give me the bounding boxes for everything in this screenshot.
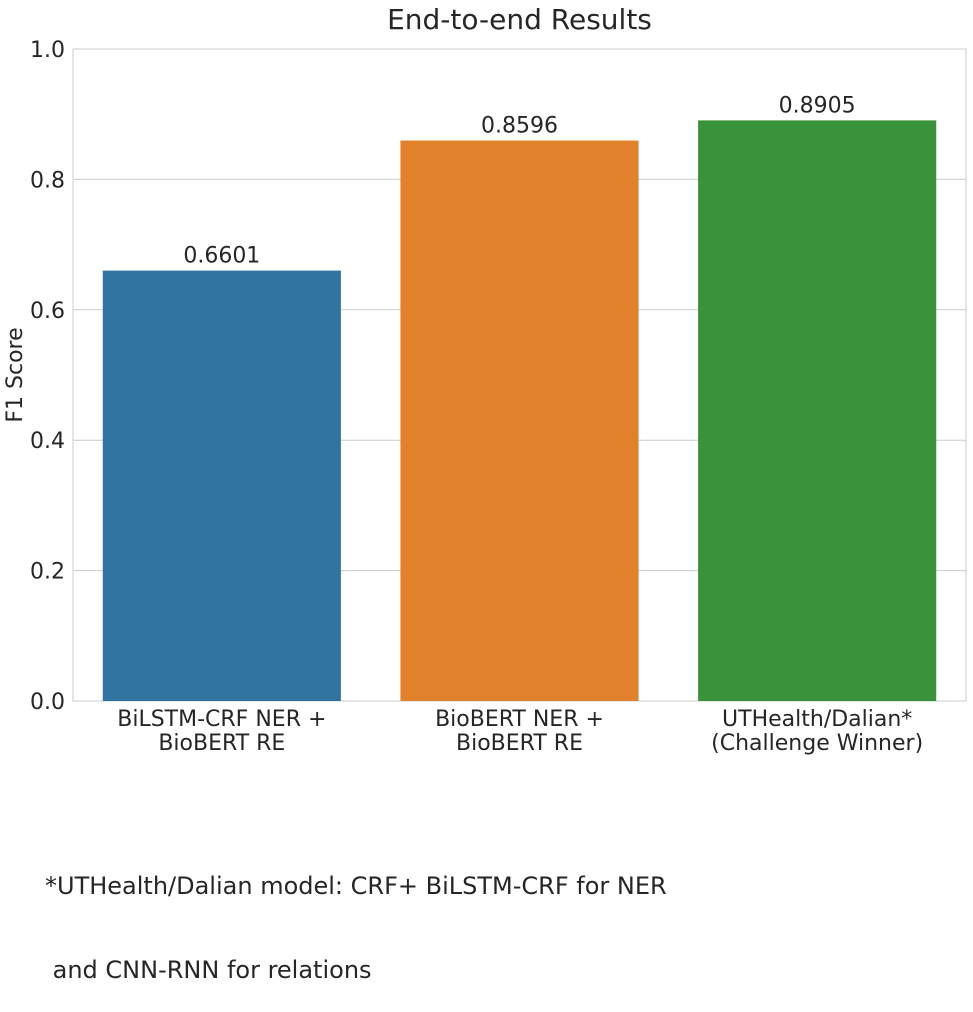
value-labels: 0.6601 0.8596 0.8905 xyxy=(183,93,855,268)
y-tick-label: 0.2 xyxy=(30,560,65,585)
y-tick-label: 1.0 xyxy=(30,38,65,63)
footnote-line-2: and CNN-RNN for relations xyxy=(45,956,372,984)
y-tick-label: 0.4 xyxy=(30,429,65,454)
y-tick-label: 0.6 xyxy=(30,299,65,324)
footnote-line-1: *UTHealth/Dalian model: CRF+ BiLSTM-CRF … xyxy=(45,872,667,900)
x-tick-label: UTHealth/Dalian* xyxy=(722,707,912,732)
bar xyxy=(400,140,639,702)
x-tick-label: BioBERT RE xyxy=(456,731,583,756)
bar xyxy=(698,120,937,702)
value-label: 0.8905 xyxy=(779,93,856,118)
y-tick-label: 0.0 xyxy=(30,690,65,715)
x-tick-label: BioBERT RE xyxy=(158,731,285,756)
chart-title: End-to-end Results xyxy=(387,3,652,36)
x-tick-label: BioBERT NER + xyxy=(435,707,604,732)
bars xyxy=(102,120,937,702)
x-tick-label: BiLSTM-CRF NER + xyxy=(117,707,326,732)
bar-chart: 0.6601 0.8596 0.8905 0.0 0.2 0.4 0.6 0.8 1.0 Bi… xyxy=(3,3,967,756)
y-axis-label: F1 Score xyxy=(3,327,28,422)
y-tick-labels: 0.0 0.2 0.4 0.6 0.8 1.0 xyxy=(30,38,65,715)
value-label: 0.6601 xyxy=(183,244,260,269)
value-label: 0.8596 xyxy=(481,114,558,139)
y-tick-label: 0.8 xyxy=(30,168,65,193)
footnote: *UTHealth/Dalian model: CRF+ BiLSTM-CRF … xyxy=(45,816,667,1012)
x-tick-label: (Challenge Winner) xyxy=(711,731,923,756)
bar xyxy=(102,270,341,701)
